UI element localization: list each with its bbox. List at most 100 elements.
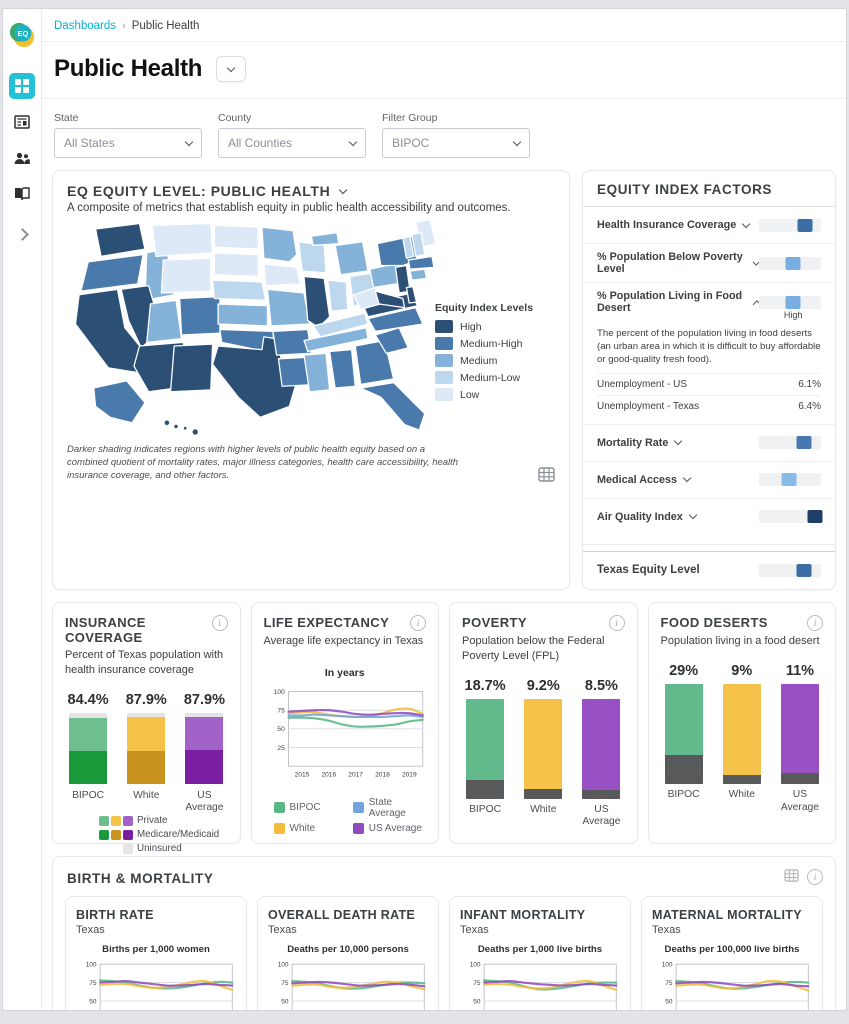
svg-text:100: 100: [470, 961, 481, 968]
bar-value-label: 18.7%: [464, 677, 506, 694]
breadcrumb-dashboards-link[interactable]: Dashboards: [54, 20, 117, 32]
us-choropleth-map[interactable]: [67, 218, 435, 442]
life-expectancy-card: LIFE EXPECTANCY i Average life expectanc…: [250, 601, 439, 844]
card-subtitle: Percent of Texas population with health …: [65, 648, 224, 676]
birth-mortality-title: BIRTH & MORTALITY: [67, 870, 214, 886]
bar-value-label: 87.9%: [183, 691, 225, 708]
food-deserts-bars: 29% BIPOC 9% White 11% US Average: [661, 663, 824, 815]
map-legend-title: Equity Index Levels: [435, 302, 534, 314]
stacked-bar: [185, 712, 224, 785]
sidebar-item-dashboards[interactable]: [9, 73, 35, 99]
map-panel-subtitle: A composite of metrics that establish eq…: [67, 202, 511, 214]
county-select[interactable]: All Counties: [218, 128, 366, 158]
factor-stat-row: Unemployment - Texas 6.4%: [597, 394, 821, 417]
eq-logo[interactable]: EQ: [8, 21, 36, 49]
state-filter-label: State: [54, 112, 79, 124]
svg-text:75: 75: [89, 980, 97, 987]
factor-stat-row: Unemployment - US 6.1%: [597, 372, 821, 395]
sidebar-item-community[interactable]: [9, 145, 35, 171]
map-footnote: Darker shading indicates regions with hi…: [67, 444, 459, 481]
texas-equity-slider: [759, 563, 821, 577]
state-select[interactable]: All States: [54, 128, 202, 158]
svg-text:100: 100: [273, 689, 284, 696]
chevron-down-icon: [512, 137, 522, 146]
bar: [524, 698, 563, 799]
svg-text:100: 100: [278, 961, 289, 968]
bar: [780, 683, 819, 784]
card-title: LIFE EXPECTANCY: [263, 614, 390, 630]
life-expectancy-legend: BIPOC State Average White US Average: [264, 797, 427, 834]
chevron-right-icon: [15, 228, 29, 241]
bar-column: 8.5% US Average: [578, 678, 624, 830]
people-icon: [14, 152, 30, 164]
bar-column: 9% White: [719, 663, 765, 815]
card-title: INSURANCE COVERAGE: [65, 614, 146, 645]
svg-text:50: 50: [473, 998, 481, 1005]
factor-row-health-insurance[interactable]: Health Insurance Coverage: [583, 207, 835, 244]
card-title: FOOD DESERTS: [660, 614, 768, 630]
insurance-legend: Private Medicare/Medicaid Uninsured: [65, 815, 228, 857]
card-subtitle: Population living in a food desert: [660, 634, 820, 647]
chevron-down-icon: [741, 219, 751, 228]
svg-text:2019: 2019: [401, 771, 416, 778]
info-icon[interactable]: i: [807, 868, 823, 885]
bar-category-label: BIPOC: [72, 789, 105, 801]
legend-row: Medicare/Medicaid: [91, 829, 228, 840]
info-icon[interactable]: i: [807, 614, 823, 631]
birth-rate-card: BIRTH RATE Texas Births per 1,000 women …: [65, 895, 247, 1010]
table-view-icon[interactable]: [538, 467, 555, 483]
filtergroup-select[interactable]: BIPOC: [382, 128, 530, 158]
info-icon[interactable]: i: [608, 614, 625, 631]
card-subtitle: Texas: [268, 923, 297, 936]
insurance-coverage-card: INSURANCE COVERAGE i Percent of Texas po…: [52, 601, 241, 854]
legend-item-medium: Medium: [435, 354, 533, 367]
svg-text:25: 25: [277, 745, 285, 752]
chart-title: Deaths per 100,000 live births: [664, 943, 800, 955]
factor-slider: [759, 256, 821, 270]
svg-text:2016: 2016: [321, 771, 336, 778]
page-title: Public Health: [54, 55, 203, 82]
title-dropdown-button[interactable]: [216, 56, 247, 82]
factor-row-medical-access[interactable]: Medical Access: [583, 462, 835, 499]
slider-marker: [796, 436, 812, 450]
chevron-down-icon: [688, 511, 698, 520]
equity-index-factors-panel: EQUITY INDEX FACTORS Health Insurance Co…: [582, 170, 836, 590]
info-icon[interactable]: i: [410, 614, 426, 631]
slider-sub-label: High: [783, 309, 803, 320]
bar-category-label: BIPOC: [469, 803, 502, 815]
table-view-icon[interactable]: [784, 869, 799, 882]
legend-swatch: [435, 320, 453, 333]
svg-text:2018: 2018: [375, 771, 390, 778]
factor-row-poverty-level[interactable]: % Population Below Poverty Level: [583, 244, 835, 283]
info-icon[interactable]: i: [211, 614, 228, 631]
factor-row-air-quality[interactable]: Air Quality Index: [583, 499, 835, 545]
filtergroup-filter-label: Filter Group: [382, 112, 438, 124]
equity-factors-title: EQUITY INDEX FACTORS: [597, 182, 773, 197]
filter-group-state: State All States: [54, 112, 202, 158]
chevron-down-icon[interactable]: [339, 185, 348, 194]
map-legend: Equity Index Levels High Medium-High: [435, 302, 533, 442]
sidebar-collapse-toggle[interactable]: [9, 223, 35, 249]
bar-column: 9.2% White: [520, 678, 566, 830]
svg-text:75: 75: [277, 707, 285, 714]
svg-text:2015: 2015: [294, 771, 309, 778]
svg-text:50: 50: [277, 726, 285, 733]
bar-category-label: US Average: [780, 788, 820, 813]
factor-row-mortality-rate[interactable]: Mortality Rate: [583, 425, 835, 462]
slider-marker: [807, 510, 823, 524]
sidebar-item-library[interactable]: [9, 181, 35, 207]
card-subtitle: Texas: [652, 923, 681, 936]
slider-marker: [785, 295, 801, 309]
factor-row-food-desert[interactable]: % Population Living in Food Desert High …: [583, 283, 835, 425]
bar-category-label: US Average: [185, 789, 224, 814]
insurance-bars: 84.4% BIPOC 87.9% White 87.9% US Average: [65, 692, 228, 816]
sidebar-item-reports[interactable]: [9, 109, 35, 135]
bar-column: 87.9% White: [123, 692, 169, 816]
filter-group-county: County All Counties: [218, 112, 366, 158]
bar-column: 11% US Average: [777, 663, 823, 815]
card-title: POVERTY: [462, 614, 527, 630]
legend-item-medium-high: Medium-High: [435, 337, 533, 350]
